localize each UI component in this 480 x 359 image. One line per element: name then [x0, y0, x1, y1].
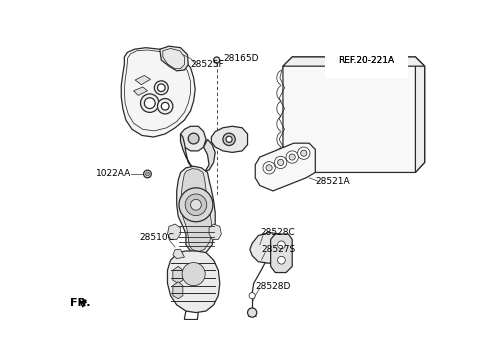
Circle shape: [157, 84, 165, 92]
Polygon shape: [180, 134, 215, 172]
Circle shape: [157, 98, 173, 114]
Text: 28528C: 28528C: [260, 228, 295, 237]
Circle shape: [179, 188, 213, 222]
Circle shape: [277, 256, 285, 264]
Circle shape: [289, 154, 295, 160]
Circle shape: [185, 194, 207, 215]
Circle shape: [249, 293, 255, 299]
Circle shape: [144, 98, 155, 108]
Polygon shape: [250, 233, 286, 263]
Polygon shape: [283, 57, 425, 172]
Text: REF.20-221A: REF.20-221A: [338, 56, 395, 65]
Circle shape: [161, 102, 169, 110]
Polygon shape: [271, 234, 292, 272]
Circle shape: [277, 159, 284, 165]
Polygon shape: [160, 46, 188, 71]
Text: 28527S: 28527S: [262, 245, 296, 254]
Polygon shape: [133, 87, 147, 95]
Text: 28510C: 28510C: [140, 233, 175, 242]
Polygon shape: [209, 224, 221, 239]
Text: FR.: FR.: [71, 298, 91, 308]
Circle shape: [298, 147, 310, 159]
Circle shape: [248, 308, 257, 317]
Circle shape: [144, 170, 151, 178]
Polygon shape: [415, 57, 425, 172]
Polygon shape: [177, 166, 215, 255]
Circle shape: [188, 133, 199, 144]
Text: 28525F: 28525F: [191, 60, 224, 69]
Circle shape: [214, 57, 220, 63]
Text: 28165D: 28165D: [223, 54, 258, 63]
Polygon shape: [121, 48, 195, 137]
Polygon shape: [173, 282, 183, 299]
Circle shape: [275, 156, 287, 169]
Circle shape: [300, 150, 307, 156]
Polygon shape: [168, 251, 220, 313]
Polygon shape: [168, 224, 180, 239]
Text: REF.20-221A: REF.20-221A: [338, 56, 395, 65]
Circle shape: [191, 199, 201, 210]
Circle shape: [155, 81, 168, 95]
Circle shape: [145, 172, 149, 176]
Text: 28521A: 28521A: [315, 177, 350, 186]
Polygon shape: [211, 126, 248, 153]
Polygon shape: [255, 143, 315, 191]
Circle shape: [266, 165, 272, 171]
Circle shape: [182, 262, 205, 286]
Polygon shape: [173, 250, 184, 259]
Circle shape: [277, 241, 285, 249]
Circle shape: [263, 162, 275, 174]
Polygon shape: [180, 126, 206, 151]
Circle shape: [141, 94, 159, 112]
Polygon shape: [283, 57, 425, 66]
Circle shape: [286, 151, 299, 163]
Circle shape: [226, 136, 232, 143]
Circle shape: [223, 133, 235, 145]
Text: 1022AA: 1022AA: [96, 169, 131, 178]
Polygon shape: [181, 169, 211, 252]
Text: 28528D: 28528D: [255, 282, 290, 291]
Polygon shape: [173, 266, 183, 283]
Polygon shape: [135, 75, 151, 85]
